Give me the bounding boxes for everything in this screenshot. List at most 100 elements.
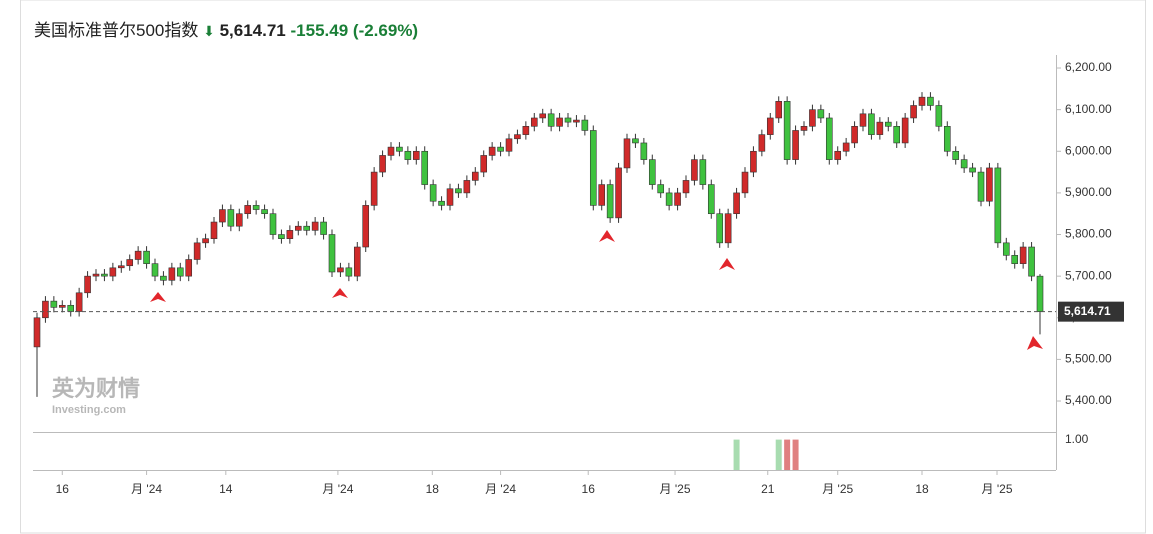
volume-tick-label: 1.00 — [1065, 432, 1089, 446]
change-pct: (-2.69%) — [352, 21, 419, 40]
candle-body — [834, 150, 842, 160]
candle-body — [370, 171, 378, 206]
candle-body — [1036, 275, 1044, 312]
y-tick-label: 5,600.00 — [1065, 310, 1112, 324]
candle-body — [488, 146, 496, 156]
candle-body — [514, 134, 521, 140]
candle-body — [345, 267, 353, 277]
candle-body — [337, 267, 344, 273]
candle-body — [101, 273, 108, 277]
down-arrow: ⬇ — [203, 23, 215, 39]
header: 美国标准普尔500指数 ⬇ 5,614.71 -155.49 (-2.69%) — [34, 16, 418, 41]
candle-body — [952, 150, 960, 160]
candle-body — [758, 134, 766, 152]
x-tick-label: 月 '25 — [822, 482, 853, 496]
candle-body — [623, 138, 631, 169]
candle-body — [193, 242, 201, 260]
candle-body — [455, 188, 462, 194]
candle-body — [134, 250, 142, 260]
candle-body — [682, 180, 690, 194]
candle-body — [286, 230, 294, 239]
x-tick-label: 月 '24 — [322, 482, 353, 496]
volume-bar — [792, 439, 799, 470]
candle-body — [766, 117, 774, 135]
candle-body — [918, 96, 926, 106]
y-tick-label: 5,400.00 — [1065, 393, 1112, 407]
candle-body — [598, 184, 606, 206]
candle-body — [977, 171, 985, 202]
candle-body — [75, 292, 83, 312]
arrows — [150, 230, 1043, 350]
candle-body — [699, 159, 707, 185]
candle-body — [303, 225, 311, 231]
candle-body — [868, 113, 875, 135]
candle-body — [640, 142, 648, 160]
candle-body — [151, 263, 159, 277]
volume-bar — [775, 439, 782, 470]
candle-body — [396, 146, 403, 152]
candle-body — [446, 188, 454, 206]
candle-body — [724, 213, 732, 244]
y-tick-label: 5,900.00 — [1065, 185, 1112, 199]
candle-body — [50, 300, 58, 308]
candle-body — [353, 246, 361, 277]
candle-body — [707, 184, 715, 215]
y-tick-label: 6,000.00 — [1065, 143, 1112, 157]
candle-body — [1011, 255, 1019, 264]
candle-body — [817, 109, 825, 119]
candle-body — [379, 155, 386, 173]
candle-body — [505, 138, 513, 152]
candle-body — [547, 113, 555, 127]
x-tick-label: 月 '24 — [131, 482, 162, 496]
card — [20, 0, 1146, 534]
candle-body — [471, 171, 479, 181]
candle-body — [741, 171, 749, 194]
candle-body — [994, 167, 1002, 244]
candle-body — [58, 304, 66, 308]
y-tick-label: 6,100.00 — [1065, 102, 1112, 116]
last-price-label: 5,614.71 — [1064, 304, 1111, 318]
y-tick-label: 5,800.00 — [1065, 227, 1112, 241]
candle-body — [210, 221, 218, 239]
y-tick-label: 6,200.00 — [1065, 60, 1112, 74]
candle-body — [716, 213, 724, 244]
candle-body — [362, 205, 370, 248]
volume-bar — [784, 439, 791, 470]
candle-body — [530, 117, 538, 127]
candle-body — [960, 159, 968, 169]
y-tick-label: 5,500.00 — [1065, 352, 1112, 366]
candle-body — [244, 205, 252, 215]
x-tick-label: 21 — [761, 482, 775, 496]
x-tick-label: 18 — [915, 482, 929, 496]
x-tick-label: 16 — [582, 482, 596, 496]
candle-body — [429, 184, 437, 202]
candle-body — [935, 105, 943, 127]
y-tick-label: 5,700.00 — [1065, 268, 1112, 282]
candle-body — [581, 119, 589, 131]
candle-body — [202, 238, 209, 244]
candle-body — [648, 159, 656, 185]
candle-body — [615, 167, 622, 219]
candle-body — [109, 267, 117, 277]
candle-body — [67, 304, 75, 312]
candle-body — [674, 192, 681, 206]
candle-body — [497, 146, 504, 152]
candle-body — [480, 155, 488, 173]
candle-body — [33, 317, 41, 348]
price: 5,614.71 — [219, 21, 286, 40]
x-tick-label: 月 '25 — [982, 482, 1013, 496]
candle-body — [750, 150, 757, 173]
x-tick-label: 14 — [219, 482, 233, 496]
candle-body — [665, 192, 673, 206]
watermark-sub: Investing.com — [52, 404, 126, 416]
candle-body — [278, 234, 285, 239]
candle-body — [522, 126, 530, 135]
candle-body — [219, 209, 226, 223]
candle-body — [556, 117, 563, 127]
candle-body — [783, 101, 791, 160]
candle-body — [632, 138, 639, 144]
candle-body — [168, 267, 176, 281]
x-tick-label: 月 '24 — [485, 482, 516, 496]
candle-body — [901, 117, 909, 144]
